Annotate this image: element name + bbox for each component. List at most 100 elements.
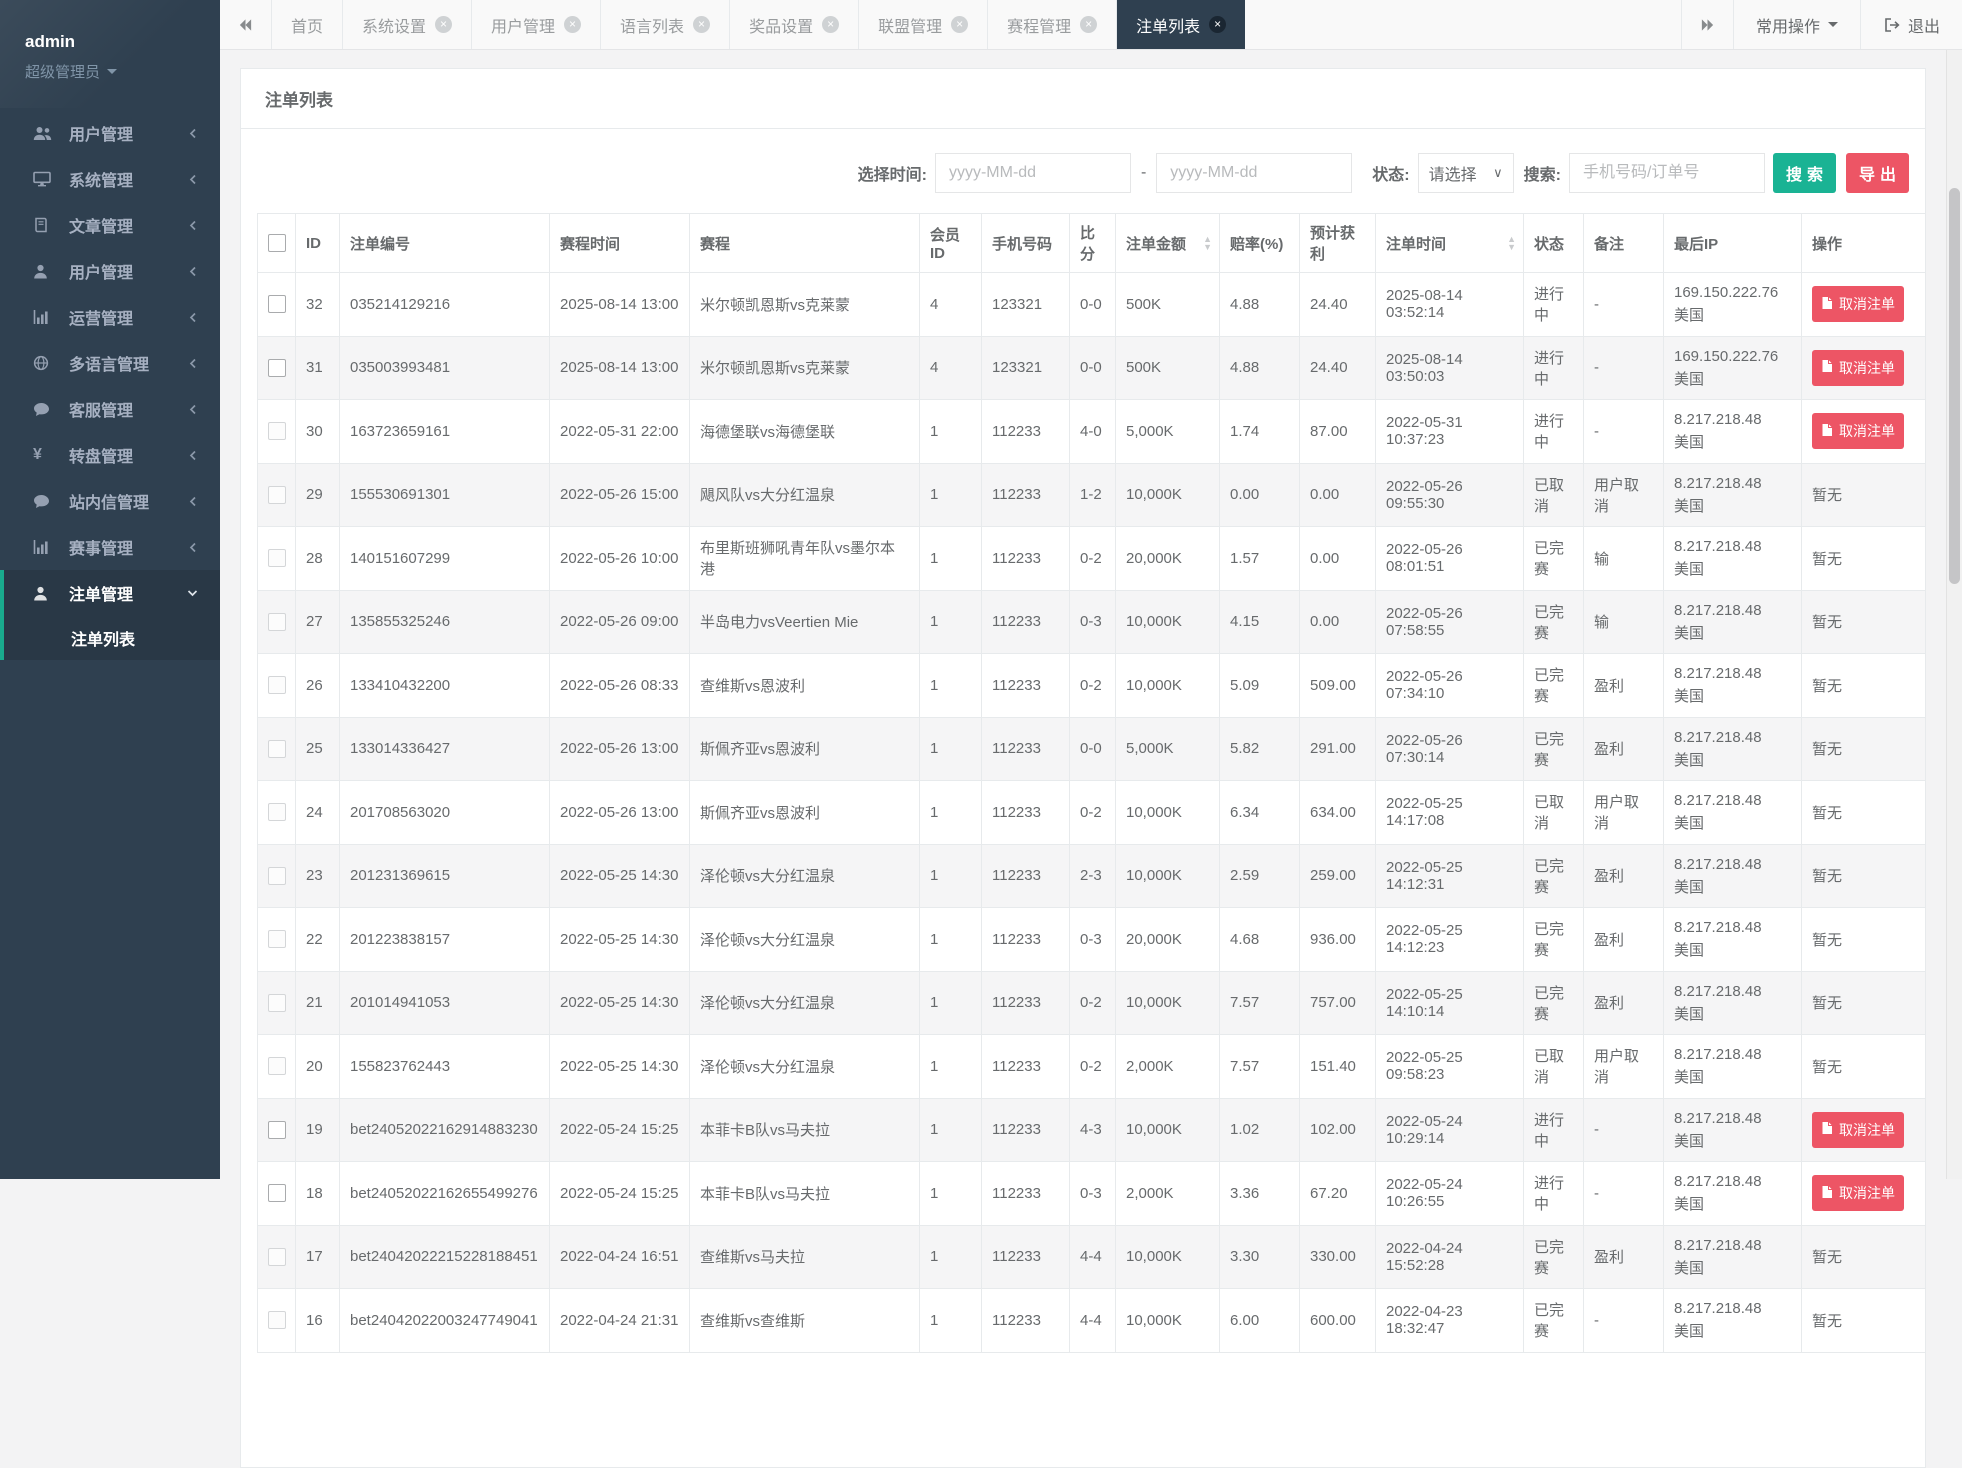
select-all-checkbox[interactable] <box>268 234 286 252</box>
cell-id: 32 <box>296 273 340 337</box>
sidebar-item-赛事管理[interactable]: 赛事管理 <box>0 524 220 570</box>
collapse-tabs-button[interactable] <box>220 0 272 49</box>
export-button[interactable]: 导出 <box>1846 153 1909 193</box>
desktop-icon <box>33 171 55 187</box>
date-from-input[interactable] <box>935 153 1131 193</box>
cell-checkbox <box>258 336 296 400</box>
topbar: 首页 系统设置 × 用户管理 × 语言列表 × 奖品设置 × 联盟管理 × 赛程… <box>220 0 1962 50</box>
row-checkbox[interactable] <box>268 1248 286 1266</box>
cancel-order-button[interactable]: 取消注单 <box>1812 350 1904 386</box>
row-checkbox[interactable] <box>268 549 286 567</box>
user-role-dropdown[interactable]: 超级管理员 <box>25 61 195 82</box>
panel: 注单列表 选择时间: - 状态: 请选择 ∨ 搜索: 搜索 导出 <box>240 68 1926 1468</box>
tab-close-icon[interactable]: × <box>1080 16 1097 33</box>
tab-首页[interactable]: 首页 <box>272 0 343 49</box>
cell-member-id: 1 <box>920 908 982 972</box>
sidebar-item-文章管理[interactable]: 文章管理 <box>0 202 220 248</box>
row-checkbox[interactable] <box>268 1311 286 1329</box>
cell-odds: 4.68 <box>1220 908 1300 972</box>
sidebar-item-多语言管理[interactable]: 多语言管理 <box>0 340 220 386</box>
sidebar-item-系统管理[interactable]: 系统管理 <box>0 156 220 202</box>
search-button[interactable]: 搜索 <box>1773 153 1836 193</box>
sidebar-item-注单管理[interactable]: 注单管理 <box>4 570 220 616</box>
status-select[interactable]: 请选择 ∨ <box>1418 153 1514 193</box>
tab-联盟管理[interactable]: 联盟管理 × <box>859 0 988 49</box>
tab-用户管理[interactable]: 用户管理 × <box>472 0 601 49</box>
column-header-注单时间[interactable]: 注单时间▲▼ <box>1376 214 1524 273</box>
sidebar-item-运营管理[interactable]: 运营管理 <box>0 294 220 340</box>
cell-action: 暂无 <box>1802 590 1926 654</box>
row-checkbox[interactable] <box>268 1057 286 1075</box>
tab-奖品设置[interactable]: 奖品设置 × <box>730 0 859 49</box>
tab-close-icon[interactable]: × <box>693 16 710 33</box>
sidebar-item-转盘管理[interactable]: ¥ 转盘管理 <box>0 432 220 478</box>
row-checkbox[interactable] <box>268 740 286 758</box>
row-checkbox[interactable] <box>268 930 286 948</box>
cell-match-time: 2025-08-14 13:00 <box>550 273 690 337</box>
tab-close-icon[interactable]: × <box>435 16 452 33</box>
row-checkbox[interactable] <box>268 803 286 821</box>
cell-status: 已完赛 <box>1524 908 1584 972</box>
cell-member-id: 4 <box>920 336 982 400</box>
cancel-order-button[interactable]: 取消注单 <box>1812 1112 1904 1148</box>
row-checkbox[interactable] <box>268 676 286 694</box>
column-header-注单金额[interactable]: 注单金额▲▼ <box>1116 214 1220 273</box>
forward-tabs-button[interactable] <box>1681 0 1733 49</box>
common-actions-dropdown[interactable]: 常用操作 <box>1733 0 1860 49</box>
cell-status: 已完赛 <box>1524 590 1584 654</box>
sort-icon[interactable]: ▲▼ <box>1507 235 1516 251</box>
cell-remark: - <box>1584 400 1664 464</box>
chevron-left-icon <box>188 450 198 461</box>
cell-bet-time: 2022-04-23 18:32:47 <box>1376 1289 1524 1353</box>
row-checkbox[interactable] <box>268 422 286 440</box>
sort-icon[interactable]: ▲▼ <box>1203 235 1212 251</box>
tab-语言列表[interactable]: 语言列表 × <box>601 0 730 49</box>
row-checkbox[interactable] <box>268 486 286 504</box>
cancel-order-button[interactable]: 取消注单 <box>1812 413 1904 449</box>
cell-match-time: 2022-05-26 08:33 <box>550 654 690 718</box>
row-checkbox[interactable] <box>268 613 286 631</box>
cell-match-time: 2022-05-24 15:25 <box>550 1162 690 1226</box>
row-checkbox[interactable] <box>268 1184 286 1202</box>
tab-系统设置[interactable]: 系统设置 × <box>343 0 472 49</box>
cancel-order-button[interactable]: 取消注单 <box>1812 1175 1904 1211</box>
sidebar-item-用户管理[interactable]: 用户管理 <box>0 248 220 294</box>
row-checkbox[interactable] <box>268 867 286 885</box>
cell-id: 23 <box>296 844 340 908</box>
row-checkbox[interactable] <box>268 994 286 1012</box>
cell-bet-no: bet24052022162655499276 <box>340 1162 550 1226</box>
search-input[interactable] <box>1569 153 1765 193</box>
sidebar-item-用户管理[interactable]: 用户管理 <box>0 110 220 156</box>
logout-button[interactable]: 退出 <box>1860 0 1962 49</box>
file-icon <box>1821 1185 1833 1202</box>
row-checkbox[interactable] <box>268 295 286 313</box>
cell-score: 0-3 <box>1070 1162 1116 1226</box>
tab-close-icon[interactable]: × <box>951 16 968 33</box>
cell-checkbox <box>258 1035 296 1099</box>
date-to-input[interactable] <box>1156 153 1352 193</box>
vertical-scrollbar[interactable] <box>1946 50 1962 1179</box>
tab-注单列表[interactable]: 注单列表 × <box>1117 0 1245 49</box>
sidebar-item-客服管理[interactable]: 客服管理 <box>0 386 220 432</box>
row-checkbox[interactable] <box>268 359 286 377</box>
sidebar-item-站内信管理[interactable]: 站内信管理 <box>0 478 220 524</box>
cell-match-time: 2022-05-24 15:25 <box>550 1098 690 1162</box>
cell-match-time: 2022-04-24 16:51 <box>550 1225 690 1289</box>
tab-close-icon[interactable]: × <box>564 16 581 33</box>
tab-close-icon[interactable]: × <box>822 16 839 33</box>
cell-id: 21 <box>296 971 340 1035</box>
cell-bet-time: 2022-05-31 10:37:23 <box>1376 400 1524 464</box>
cell-id: 16 <box>296 1289 340 1353</box>
sidebar-subitem-注单列表[interactable]: 注单列表 <box>4 616 220 660</box>
tab-close-icon[interactable]: × <box>1209 16 1226 33</box>
row-checkbox[interactable] <box>268 1121 286 1139</box>
cell-bet-no: 133410432200 <box>340 654 550 718</box>
scrollbar-thumb[interactable] <box>1949 188 1960 584</box>
tab-赛程管理[interactable]: 赛程管理 × <box>988 0 1117 49</box>
column-header-注单编号: 注单编号 <box>340 214 550 273</box>
cell-member-id: 1 <box>920 654 982 718</box>
cell-bet-no: 201231369615 <box>340 844 550 908</box>
cancel-order-button[interactable]: 取消注单 <box>1812 286 1904 322</box>
